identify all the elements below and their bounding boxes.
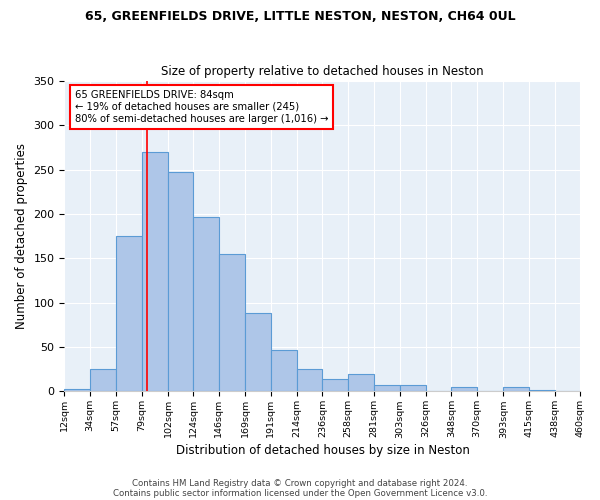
Bar [245,314,271,392]
Bar [271,350,297,392]
Text: Contains public sector information licensed under the Open Government Licence v3: Contains public sector information licen… [113,488,487,498]
Bar [322,379,348,392]
Bar [168,172,193,392]
Bar [116,236,142,392]
Bar [193,216,219,392]
Text: Contains HM Land Registry data © Crown copyright and database right 2024.: Contains HM Land Registry data © Crown c… [132,478,468,488]
Bar [451,387,477,392]
Bar [348,374,374,392]
Text: 65, GREENFIELDS DRIVE, LITTLE NESTON, NESTON, CH64 0UL: 65, GREENFIELDS DRIVE, LITTLE NESTON, NE… [85,10,515,23]
Y-axis label: Number of detached properties: Number of detached properties [15,143,28,329]
Bar [529,390,555,392]
Bar [219,254,245,392]
Bar [374,385,400,392]
Bar [503,387,529,392]
Title: Size of property relative to detached houses in Neston: Size of property relative to detached ho… [161,66,484,78]
X-axis label: Distribution of detached houses by size in Neston: Distribution of detached houses by size … [176,444,469,458]
Bar [297,369,322,392]
Bar [400,385,426,392]
Bar [90,369,116,392]
Text: 65 GREENFIELDS DRIVE: 84sqm
← 19% of detached houses are smaller (245)
80% of se: 65 GREENFIELDS DRIVE: 84sqm ← 19% of det… [75,90,328,124]
Bar [64,389,90,392]
Bar [142,152,168,392]
